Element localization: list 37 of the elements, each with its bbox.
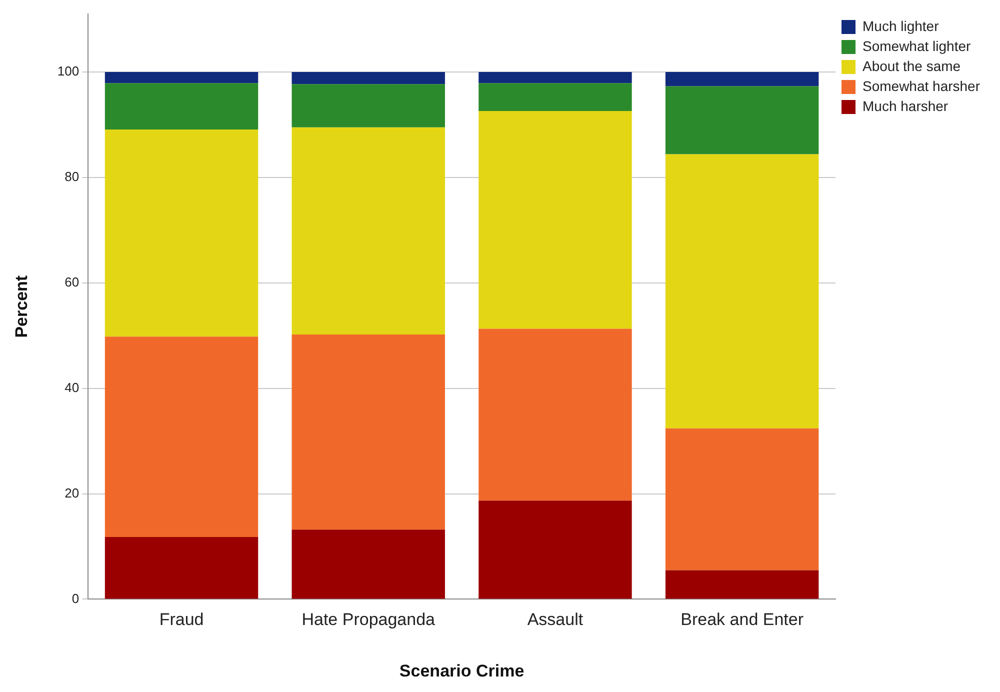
- legend-label: Much lighter: [862, 18, 940, 34]
- legend-label: Somewhat harsher: [862, 78, 980, 94]
- bar: [478, 111, 632, 329]
- bar: [292, 334, 445, 530]
- bar: [104, 336, 258, 537]
- bar: [665, 428, 819, 570]
- y-tick-label: 80: [64, 169, 80, 184]
- x-tick-label: Fraud: [159, 610, 204, 630]
- y-tick-label: 0: [72, 590, 80, 606]
- bar: [292, 72, 445, 84]
- bar: [665, 154, 819, 428]
- legend-label: About the same: [862, 58, 961, 74]
- bar: [665, 86, 819, 154]
- bar: [104, 83, 258, 130]
- bar: [478, 328, 632, 501]
- bar: [665, 72, 819, 86]
- legend-label: Somewhat lighter: [862, 38, 971, 54]
- bar: [665, 570, 819, 599]
- bar: [292, 127, 445, 335]
- bar: [104, 72, 258, 84]
- bar: [104, 536, 258, 599]
- x-tick-label: Assault: [527, 610, 584, 630]
- bar: [478, 83, 632, 112]
- bar: [292, 530, 445, 599]
- x-tick-label: Hate Propaganda: [302, 610, 436, 630]
- bar: [104, 129, 258, 337]
- bar: [478, 72, 632, 84]
- y-axis-title: Percent: [12, 275, 31, 338]
- x-axis-title: Scenario Crime: [399, 661, 524, 680]
- y-tick-label: 40: [64, 380, 80, 395]
- y-tick-label: 100: [57, 64, 80, 79]
- y-tick-label: 60: [64, 274, 80, 290]
- x-tick-label: Break and Enter: [680, 610, 804, 630]
- legend-label: Much harsher: [862, 98, 948, 114]
- y-tick-label: 20: [64, 485, 80, 500]
- bar: [478, 500, 632, 599]
- bar: [292, 84, 445, 128]
